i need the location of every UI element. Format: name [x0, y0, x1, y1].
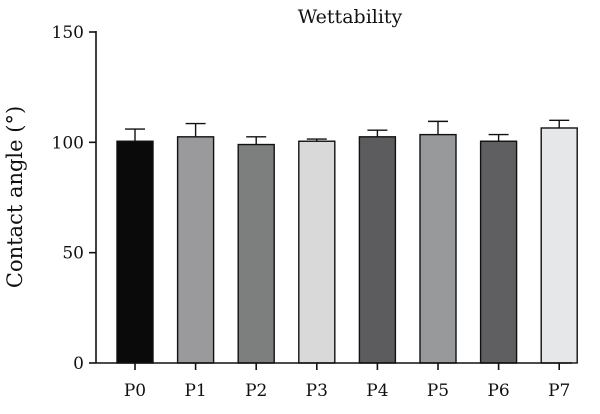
x-tick-label: P7: [548, 381, 570, 401]
bar-p4: [358, 136, 397, 364]
x-axis-ticks: P0 P1 P2 P3 P4 P5 P6 P7: [124, 363, 570, 401]
y-axis-ticks: 0 50 100 150: [52, 23, 96, 374]
chart-title: Wettability: [298, 6, 403, 28]
y-tick-label: 0: [73, 354, 84, 374]
x-tick-label: P5: [427, 381, 449, 401]
bar-p7: [540, 127, 578, 364]
x-tick-label: P2: [245, 381, 267, 401]
x-tick-label: P0: [124, 381, 146, 401]
bar-p0: [116, 140, 154, 364]
y-axis-label: Contact angle (°): [3, 106, 27, 288]
y-tick-label: 50: [62, 244, 84, 264]
bar-p1: [176, 136, 215, 364]
bar-p6: [479, 140, 518, 364]
x-tick-label: P1: [184, 381, 206, 401]
x-tick-label: P6: [487, 381, 509, 401]
x-tick-label: P4: [366, 381, 388, 401]
bar-p3: [298, 140, 336, 364]
bars-group: [116, 119, 578, 364]
bar-p5: [419, 133, 457, 364]
y-tick-label: 100: [52, 133, 84, 153]
x-tick-label: P3: [306, 381, 328, 401]
bar-p2: [237, 143, 275, 364]
y-tick-label: 150: [52, 23, 84, 43]
